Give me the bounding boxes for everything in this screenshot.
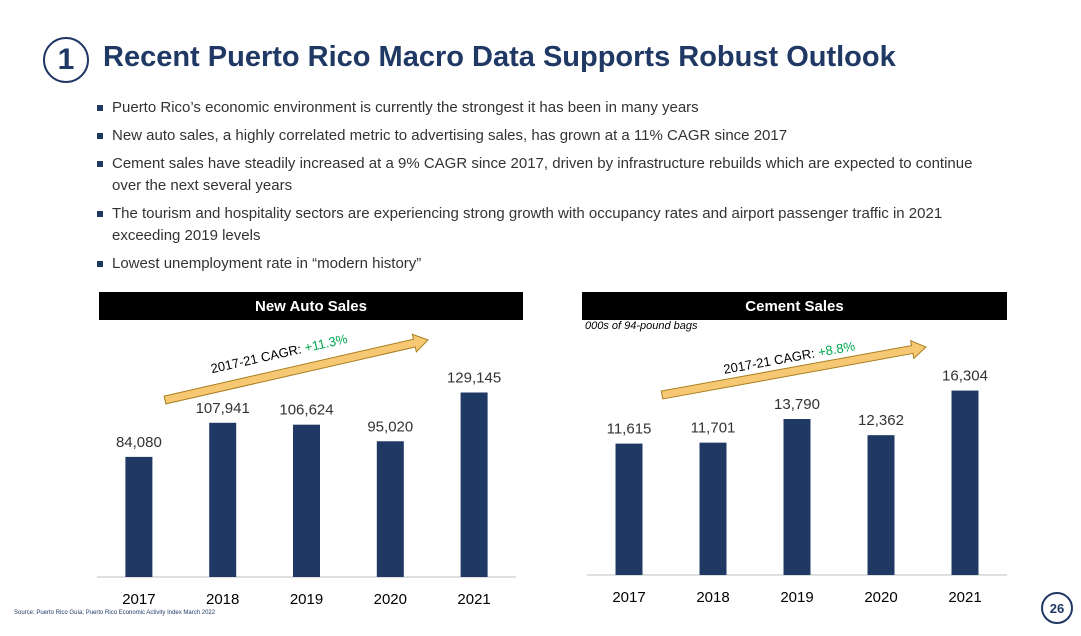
bullet-item: New auto sales, a highly correlated metr…	[97, 125, 997, 147]
data-label: 129,145	[447, 370, 501, 387]
data-label: 11,701	[691, 420, 736, 437]
cagr-arrow	[163, 333, 429, 405]
x-tick-label: 2020	[374, 591, 407, 608]
bullet-list: Puerto Rico’s economic environment is cu…	[97, 97, 997, 281]
cement-sales-chart-title: Cement Sales	[582, 292, 1007, 320]
x-tick-label: 2017	[122, 591, 155, 608]
page-number: 26	[1041, 592, 1073, 624]
bar	[125, 456, 153, 577]
bullet-item: Cement sales have steadily increased at …	[97, 153, 997, 197]
x-tick-label: 2021	[457, 591, 490, 608]
auto-sales-chart-title: New Auto Sales	[99, 292, 523, 320]
x-tick-label: 2021	[948, 589, 981, 606]
data-label: 11,615	[607, 421, 652, 438]
data-label: 107,941	[196, 400, 250, 417]
data-label: 12,362	[858, 412, 904, 429]
x-tick-label: 2019	[780, 589, 813, 606]
source-footnote: Source: Puerto Rico Guía; Puerto Rico Ec…	[14, 610, 216, 616]
section-number-badge: 1	[43, 37, 89, 83]
bar	[867, 435, 895, 575]
x-tick-label: 2019	[290, 591, 323, 608]
data-label: 13,790	[774, 396, 820, 413]
page-title: Recent Puerto Rico Macro Data Supports R…	[103, 41, 896, 73]
bullet-item: Lowest unemployment rate in “modern hist…	[97, 253, 997, 275]
bar	[376, 441, 404, 577]
bullet-item: The tourism and hospitality sectors are …	[97, 203, 997, 247]
cagr-value: +11.3%	[303, 331, 349, 355]
cagr-value: +8.8%	[817, 338, 857, 359]
bar	[615, 443, 643, 575]
bar	[293, 424, 320, 577]
data-label: 95,020	[367, 418, 413, 435]
bullet-item: Puerto Rico’s economic environment is cu…	[97, 97, 997, 119]
bar	[209, 422, 237, 577]
x-tick-label: 2020	[864, 589, 897, 606]
cement-sales-subtitle: 000s of 94-pound bags	[585, 320, 698, 332]
x-tick-label: 2017	[612, 589, 645, 606]
auto-sales-chart: 84,080 2017 107,941 2018 106,624 2019 95,020 20…	[97, 331, 516, 608]
cement-sales-chart: 11,615 2017 11,701 2018 13,790 2019 12,362 2020…	[587, 338, 1007, 606]
bar	[460, 392, 488, 577]
x-tick-label: 2018	[696, 589, 729, 606]
bar	[783, 419, 811, 575]
bar	[951, 390, 979, 575]
cagr-arrow	[660, 339, 927, 400]
x-tick-label: 2018	[206, 591, 239, 608]
data-label: 84,080	[116, 434, 162, 451]
bar	[699, 442, 727, 575]
data-label: 106,624	[279, 402, 333, 419]
data-label: 16,304	[942, 368, 988, 385]
